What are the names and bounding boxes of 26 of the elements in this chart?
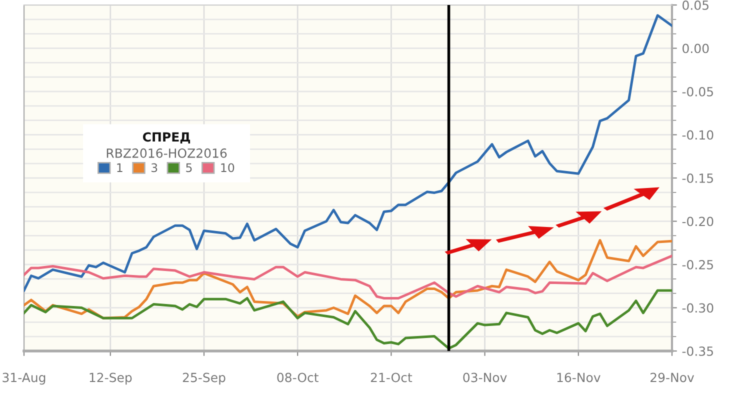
legend-label: 3 [151, 163, 158, 172]
y-tick-label: -0.25 [682, 260, 713, 270]
y-tick-label: 0.05 [682, 0, 708, 10]
x-tick-label: 03-Nov [463, 372, 507, 382]
legend-title: СПРЕД [142, 132, 190, 144]
legend-label: 10 [221, 163, 234, 172]
legend-label: 5 [186, 163, 192, 172]
x-tick-label: 29-Nov [650, 372, 694, 382]
x-tick-label: 31-Aug [2, 372, 46, 385]
line-series [24, 14, 672, 292]
legend-label: 1 [117, 163, 122, 172]
y-tick-label: -0.30 [682, 303, 714, 313]
y-tick-label: -0.20 [682, 216, 714, 226]
x-tick-label: 21-Oct [370, 372, 412, 382]
y-tick-label: -0.35 [682, 346, 713, 356]
line-series [24, 289, 672, 350]
x-tick-label: 12-Sep [90, 372, 132, 385]
text: RBZ2016-HOZ2016 [106, 148, 227, 158]
line-series [24, 254, 672, 300]
x-tick-label: 08-Oct [277, 372, 318, 382]
y-tick-label: -0.10 [682, 130, 714, 140]
x-tick-label: 16-Nov [557, 372, 600, 382]
y-tick-label: -0.15 [682, 173, 713, 183]
x-tick-label: 25-Sep [182, 372, 226, 385]
y-tick-label: -0.05 [682, 86, 713, 96]
y-tick-label: 0.00 [682, 44, 709, 54]
